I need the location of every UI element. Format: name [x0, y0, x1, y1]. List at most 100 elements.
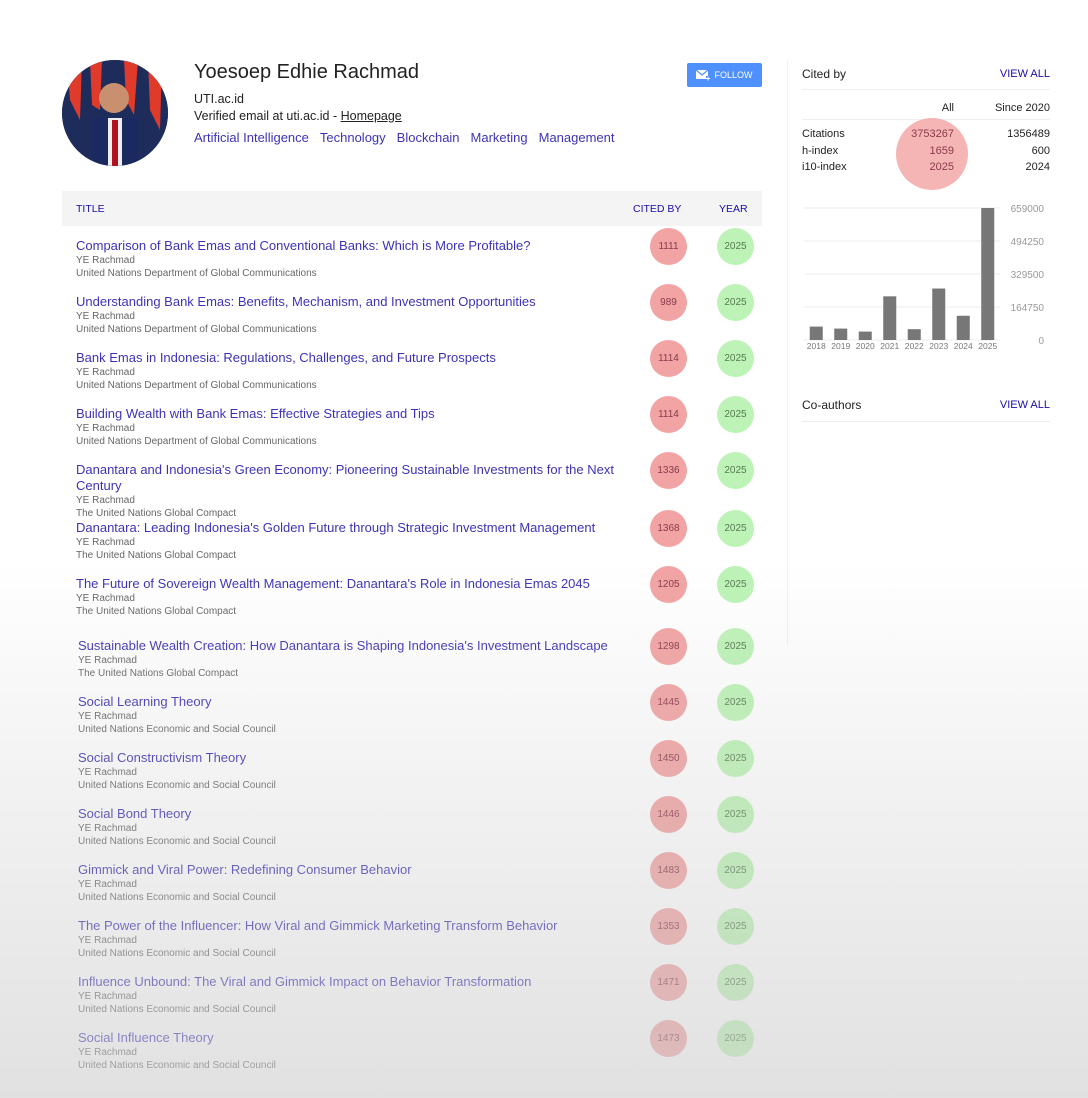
- cited-by-count[interactable]: 1445: [650, 684, 687, 721]
- cited-by-count[interactable]: 1471: [650, 964, 687, 1001]
- y-tick-label: 659000: [1011, 204, 1045, 215]
- cited-by-header: Cited by VIEW ALL: [802, 58, 1050, 90]
- article-title[interactable]: Building Wealth with Bank Emas: Effectiv…: [76, 406, 435, 421]
- article-title[interactable]: Social Learning Theory: [78, 694, 212, 709]
- citation-stats: All Since 2020 Citations 3753267 1356489 h-…: [802, 96, 1050, 190]
- stats-row: Citations 3753267 1356489: [802, 126, 1050, 143]
- email-text: Verified email at uti.ac.id -: [194, 109, 341, 123]
- cited-by-count[interactable]: 1111: [650, 228, 687, 265]
- stat-label: Citations: [802, 128, 845, 141]
- article-venue: United Nations Department of Global Comm…: [76, 380, 317, 391]
- coauthors-view-all[interactable]: VIEW ALL: [999, 398, 1050, 411]
- table-row: Social Constructivism Theory YE Rachmad …: [62, 740, 762, 806]
- article-title[interactable]: The Future of Sovereign Wealth Managemen…: [76, 576, 590, 591]
- interest-link[interactable]: Marketing: [470, 130, 528, 145]
- y-tick-label: 0: [1038, 336, 1044, 347]
- cited-by-title: Cited by: [802, 66, 847, 81]
- verified-email: Verified email at uti.ac.id - Homepage: [194, 109, 626, 123]
- article-year: 2025: [717, 908, 754, 945]
- cited-by-count[interactable]: 1114: [650, 396, 687, 433]
- homepage-link[interactable]: Homepage: [340, 109, 402, 123]
- table-row: Bank Emas in Indonesia: Regulations, Cha…: [62, 340, 762, 406]
- cited-by-count[interactable]: 1368: [650, 510, 687, 547]
- x-tick-label: 2024: [954, 341, 973, 351]
- table-header: TITLE CITED BY YEAR: [62, 191, 762, 226]
- bar-2024[interactable]: [956, 315, 970, 340]
- article-title[interactable]: Understanding Bank Emas: Benefits, Mecha…: [76, 294, 536, 309]
- interest-link[interactable]: Blockchain: [396, 130, 460, 145]
- col-since: Since 2020: [994, 101, 1050, 114]
- cited-by-view-all[interactable]: VIEW ALL: [999, 67, 1050, 80]
- article-year: 2025: [717, 396, 754, 433]
- stat-since: 600: [1031, 144, 1050, 157]
- cited-by-count[interactable]: 1205: [650, 566, 687, 603]
- follow-label: FOLLOW: [714, 70, 753, 80]
- interests: Artificial Intelligence Technology Blockch…: [194, 130, 626, 145]
- bar-2019[interactable]: [834, 328, 848, 340]
- bar-2018[interactable]: [809, 326, 823, 340]
- article-venue: United Nations Economic and Social Counc…: [78, 1060, 276, 1071]
- table-row: Social Bond Theory YE Rachmad United Nat…: [62, 796, 762, 862]
- cited-by-count[interactable]: 1483: [650, 852, 687, 889]
- article-title[interactable]: Danantara and Indonesia's Green Economy:…: [76, 462, 614, 493]
- article-year: 2025: [717, 964, 754, 1001]
- x-tick-label: 2022: [905, 341, 924, 351]
- x-tick-label: 2018: [807, 341, 826, 351]
- bar-2021[interactable]: [883, 296, 897, 340]
- article-authors: YE Rachmad: [76, 495, 135, 506]
- article-title[interactable]: Sustainable Wealth Creation: How Dananta…: [78, 638, 608, 653]
- coauthors-section: Co-authors VIEW ALL: [802, 388, 1050, 422]
- y-tick-label: 494250: [1011, 237, 1045, 248]
- table-row: Gimmick and Viral Power: Redefining Cons…: [62, 852, 762, 918]
- y-tick-label: 164750: [1011, 303, 1045, 314]
- interest-link[interactable]: Artificial Intelligence: [194, 130, 309, 145]
- sidebar: Cited by VIEW ALL All Since 2020 Citation…: [802, 58, 1050, 422]
- article-title[interactable]: Bank Emas in Indonesia: Regulations, Cha…: [76, 350, 496, 365]
- interest-link[interactable]: Management: [538, 130, 615, 145]
- article-title[interactable]: Social Influence Theory: [78, 1030, 214, 1045]
- mail-plus-icon: [696, 69, 711, 80]
- cited-by-count[interactable]: 1298: [650, 628, 687, 665]
- interest-link[interactable]: Technology: [319, 130, 386, 145]
- cited-by-count[interactable]: 1353: [650, 908, 687, 945]
- article-year: 2025: [717, 566, 754, 603]
- cited-by-count[interactable]: 1446: [650, 796, 687, 833]
- sort-title[interactable]: TITLE: [76, 203, 105, 215]
- bar-2025[interactable]: [981, 208, 995, 340]
- bar-2022[interactable]: [907, 329, 921, 340]
- article-title[interactable]: Social Bond Theory: [78, 806, 192, 821]
- follow-button[interactable]: FOLLOW: [687, 63, 762, 87]
- sort-cited-by[interactable]: CITED BY: [633, 203, 682, 215]
- x-tick-label: 2023: [929, 341, 948, 351]
- table-row: Comparison of Bank Emas and Conventional…: [62, 228, 762, 294]
- cited-by-count[interactable]: 1336: [650, 452, 687, 489]
- citations-chart: 0 164750 329500 494250 659000 2018 2019 2020 202…: [804, 204, 1045, 351]
- article-title[interactable]: Gimmick and Viral Power: Redefining Cons…: [78, 862, 412, 877]
- article-venue: United Nations Department of Global Comm…: [76, 324, 317, 335]
- article-title[interactable]: Social Constructivism Theory: [78, 750, 247, 765]
- stats-header: All Since 2020: [802, 96, 1050, 120]
- article-venue: United Nations Economic and Social Counc…: [78, 892, 276, 903]
- article-year: 2025: [717, 684, 754, 721]
- article-title[interactable]: Influence Unbound: The Viral and Gimmick…: [78, 974, 532, 989]
- affiliation: UTI.ac.id: [194, 92, 245, 106]
- cited-by-count[interactable]: 1473: [650, 1020, 687, 1057]
- bar-2023[interactable]: [932, 288, 946, 340]
- sort-year[interactable]: YEAR: [719, 203, 748, 215]
- article-venue: United Nations Economic and Social Counc…: [78, 1004, 276, 1015]
- cited-by-count[interactable]: 989: [650, 284, 687, 321]
- article-venue: United Nations Economic and Social Counc…: [78, 724, 276, 735]
- article-year: 2025: [717, 284, 754, 321]
- cited-by-count[interactable]: 1114: [650, 340, 687, 377]
- article-year: 2025: [717, 452, 754, 489]
- article-venue: United Nations Department of Global Comm…: [76, 436, 317, 447]
- article-title[interactable]: Comparison of Bank Emas and Conventional…: [76, 238, 531, 253]
- cited-by-count[interactable]: 1450: [650, 740, 687, 777]
- article-title[interactable]: The Power of the Influencer: How Viral a…: [78, 918, 558, 933]
- bar-2020[interactable]: [858, 331, 872, 340]
- article-venue: The United Nations Global Compact: [78, 668, 239, 679]
- article-title[interactable]: Danantara: Leading Indonesia's Golden Fu…: [76, 520, 596, 535]
- article-venue: The United Nations Global Compact: [76, 550, 237, 561]
- table-row: Influence Unbound: The Viral and Gimmick…: [62, 964, 762, 1030]
- stat-label: h-index: [802, 144, 839, 157]
